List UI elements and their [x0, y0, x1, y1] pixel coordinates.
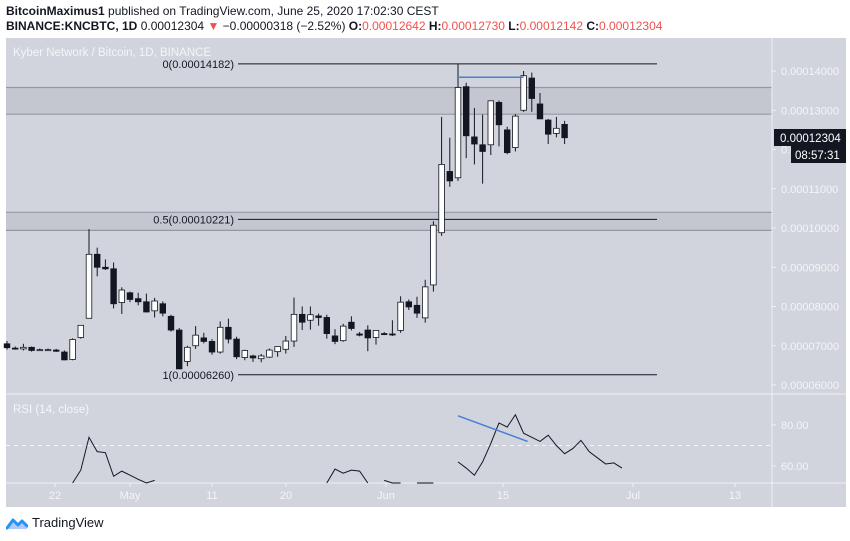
rsi-tick: 80.00 [781, 420, 809, 432]
price-tick: 0.00006000 [781, 380, 839, 392]
price-tick: 0.00014000 [781, 66, 839, 78]
low-value: 0.00012142 [519, 19, 584, 33]
price-tick: 0.00011000 [781, 184, 838, 196]
date-tick: 22 [49, 490, 61, 502]
time-axis-labels: 22 May 11 20 Jun 15 Jul 13 [49, 483, 741, 502]
rsi-pane: 80.00 60.00 [6, 413, 809, 484]
time-axis[interactable] [6, 483, 846, 507]
countdown-tag: 08:57:31 [791, 146, 846, 163]
date-tick: Jun [377, 490, 395, 502]
publish-text: published on TradingView.com, June 25, 2… [108, 4, 439, 18]
fib-label: 0(0.00014182) [162, 59, 234, 71]
last-price: 0.00012304 [140, 19, 205, 33]
date-tick: 11 [206, 490, 217, 502]
price-tick: 0.00009000 [781, 262, 839, 274]
close-label: C: [586, 19, 600, 33]
author-name[interactable]: BitcoinMaximus1 [6, 4, 105, 18]
chart-title: Kyber Network / Bitcoin, 1D, BINANCE [13, 47, 211, 59]
price-tick: 0.00013000 [781, 105, 839, 117]
rsi-tick: 60.00 [781, 461, 809, 473]
publish-info: BitcoinMaximus1 published on TradingView… [6, 4, 439, 18]
last-price-tag: 0.00012304 [774, 129, 846, 146]
open-value: 0.00012642 [362, 19, 426, 33]
price-tick: 0.00010000 [781, 223, 839, 235]
date-tick: May [120, 490, 141, 502]
brand-name: TradingView [32, 515, 104, 530]
price-tick: 0.00007000 [781, 341, 839, 353]
date-tick: 13 [729, 490, 741, 502]
fib-retracement[interactable]: 0(0.00014182) 0.5(0.00010221) 1(0.00006260… [153, 59, 657, 382]
price-change: −0.00000318 (−2.52%) [222, 19, 346, 33]
low-label: L: [508, 19, 520, 33]
chart-canvas[interactable]: 0(0.00014182) 0.5(0.00010221) 1(0.00006260… [0, 0, 850, 510]
high-value: 0.00012730 [441, 19, 505, 33]
footer-brand[interactable]: TradingView [6, 515, 104, 530]
date-tick: 15 [497, 490, 509, 502]
fib-label: 1(0.00006260) [162, 370, 234, 382]
price-tick: 0.00008000 [781, 302, 839, 314]
down-arrow-icon: ▼ [207, 19, 220, 33]
close-value: 0.00012304 [599, 19, 663, 33]
date-tick: 20 [280, 490, 292, 502]
open-label: O: [348, 19, 363, 33]
resistance-bands [6, 86, 772, 231]
symbol-label: BINANCE:KNCBTC, 1D [6, 19, 138, 33]
symbol-info: BINANCE:KNCBTC, 1D 0.00012304 ▼ −0.00000… [6, 19, 662, 33]
tradingview-logo-icon [6, 518, 28, 529]
countdown-label: 08:57:31 [795, 150, 840, 162]
fib-label: 0.5(0.00010221) [153, 214, 234, 226]
last-price-tag-label: 0.00012304 [780, 133, 841, 145]
high-label: H: [428, 19, 442, 33]
date-tick: Jul [626, 490, 640, 502]
rsi-title: RSI (14, close) [13, 404, 89, 416]
candlestick-series [3, 63, 568, 370]
